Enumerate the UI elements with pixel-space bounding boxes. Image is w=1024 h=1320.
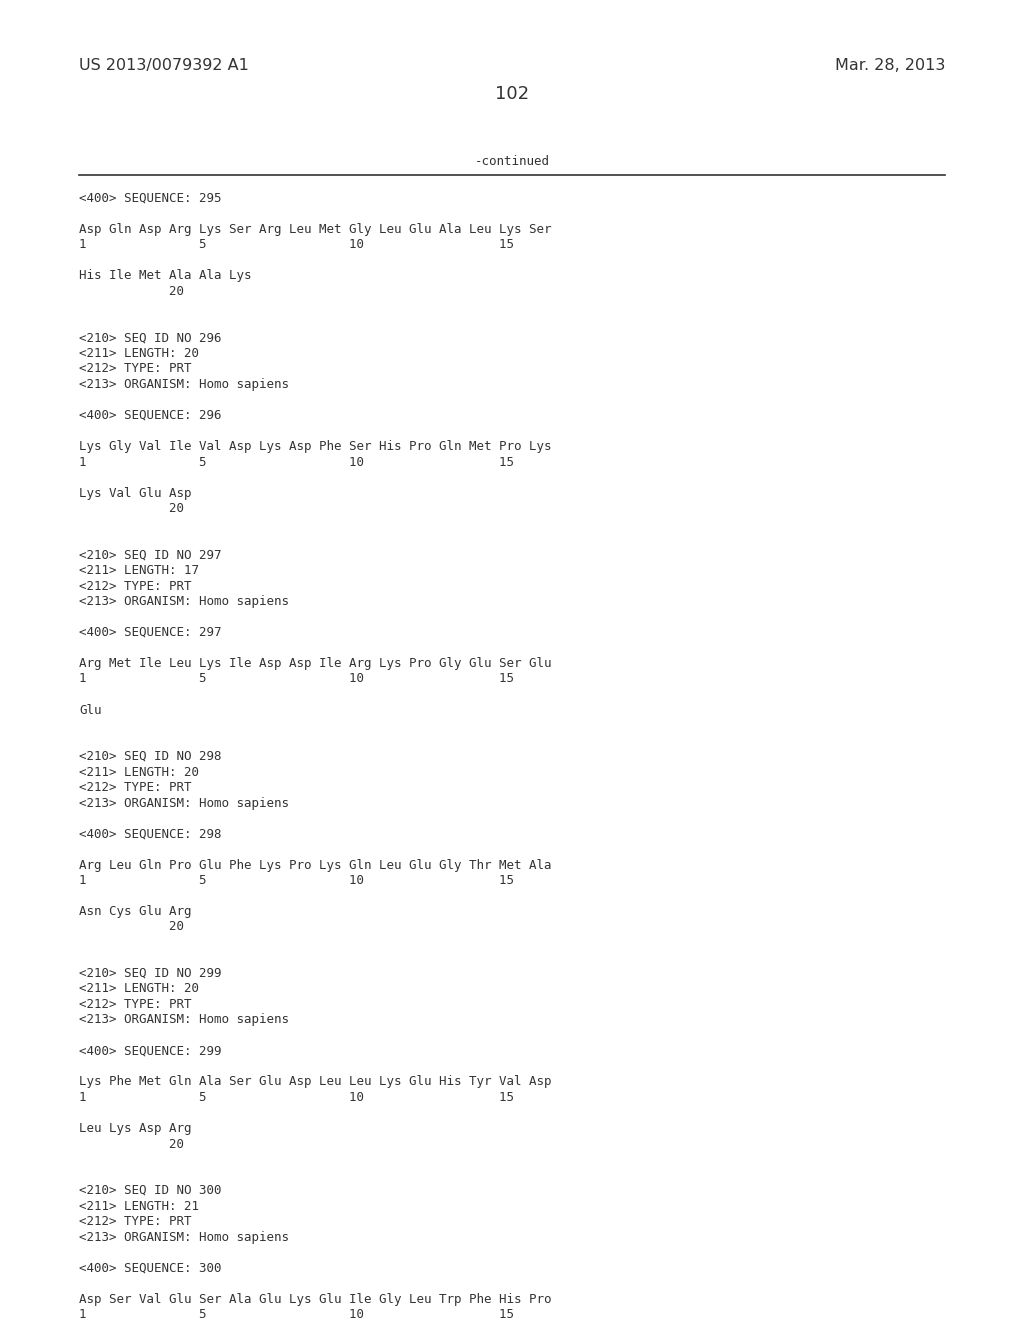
Text: 20: 20 [79,1138,184,1151]
Text: <212> TYPE: PRT: <212> TYPE: PRT [79,579,191,593]
Text: Lys Val Glu Asp: Lys Val Glu Asp [79,487,191,499]
Text: Lys Gly Val Ile Val Asp Lys Asp Phe Ser His Pro Gln Met Pro Lys: Lys Gly Val Ile Val Asp Lys Asp Phe Ser … [79,440,552,453]
Text: 1               5                   10                  15: 1 5 10 15 [79,239,514,252]
Text: Glu: Glu [79,704,101,717]
Text: <213> ORGANISM: Homo sapiens: <213> ORGANISM: Homo sapiens [79,595,289,609]
Text: 20: 20 [79,502,184,515]
Text: <212> TYPE: PRT: <212> TYPE: PRT [79,781,191,795]
Text: 20: 20 [79,920,184,933]
Text: Leu Lys Asp Arg: Leu Lys Asp Arg [79,1122,191,1135]
Text: Asp Gln Asp Arg Lys Ser Arg Leu Met Gly Leu Glu Ala Leu Lys Ser: Asp Gln Asp Arg Lys Ser Arg Leu Met Gly … [79,223,552,236]
Text: Asp Ser Val Glu Ser Ala Glu Lys Glu Ile Gly Leu Trp Phe His Pro: Asp Ser Val Glu Ser Ala Glu Lys Glu Ile … [79,1292,552,1305]
Text: <400> SEQUENCE: 296: <400> SEQUENCE: 296 [79,409,221,422]
Text: 1               5                   10                  15: 1 5 10 15 [79,672,514,685]
Text: <210> SEQ ID NO 296: <210> SEQ ID NO 296 [79,331,221,345]
Text: <213> ORGANISM: Homo sapiens: <213> ORGANISM: Homo sapiens [79,1230,289,1243]
Text: Lys Phe Met Gln Ala Ser Glu Asp Leu Leu Lys Glu His Tyr Val Asp: Lys Phe Met Gln Ala Ser Glu Asp Leu Leu … [79,1076,552,1089]
Text: <400> SEQUENCE: 300: <400> SEQUENCE: 300 [79,1262,221,1275]
Text: <212> TYPE: PRT: <212> TYPE: PRT [79,1214,191,1228]
Text: <400> SEQUENCE: 295: <400> SEQUENCE: 295 [79,191,221,205]
Text: <400> SEQUENCE: 297: <400> SEQUENCE: 297 [79,626,221,639]
Text: 20: 20 [79,285,184,298]
Text: <211> LENGTH: 20: <211> LENGTH: 20 [79,347,199,360]
Text: <211> LENGTH: 20: <211> LENGTH: 20 [79,766,199,779]
Text: Arg Leu Gln Pro Glu Phe Lys Pro Lys Gln Leu Glu Gly Thr Met Ala: Arg Leu Gln Pro Glu Phe Lys Pro Lys Gln … [79,858,552,871]
Text: 1               5                   10                  15: 1 5 10 15 [79,874,514,887]
Text: <213> ORGANISM: Homo sapiens: <213> ORGANISM: Homo sapiens [79,796,289,809]
Text: His Ile Met Ala Ala Lys: His Ile Met Ala Ala Lys [79,269,252,282]
Text: <213> ORGANISM: Homo sapiens: <213> ORGANISM: Homo sapiens [79,1014,289,1027]
Text: Mar. 28, 2013: Mar. 28, 2013 [835,58,945,73]
Text: <400> SEQUENCE: 298: <400> SEQUENCE: 298 [79,828,221,841]
Text: <212> TYPE: PRT: <212> TYPE: PRT [79,363,191,375]
Text: <210> SEQ ID NO 298: <210> SEQ ID NO 298 [79,750,221,763]
Text: Arg Met Ile Leu Lys Ile Asp Asp Ile Arg Lys Pro Gly Glu Ser Glu: Arg Met Ile Leu Lys Ile Asp Asp Ile Arg … [79,657,552,671]
Text: -continued: -continued [474,154,550,168]
Text: <211> LENGTH: 17: <211> LENGTH: 17 [79,564,199,577]
Text: 102: 102 [495,84,529,103]
Text: <210> SEQ ID NO 299: <210> SEQ ID NO 299 [79,968,221,979]
Text: 1               5                   10                  15: 1 5 10 15 [79,455,514,469]
Text: <210> SEQ ID NO 300: <210> SEQ ID NO 300 [79,1184,221,1197]
Text: <400> SEQUENCE: 299: <400> SEQUENCE: 299 [79,1044,221,1057]
Text: <210> SEQ ID NO 297: <210> SEQ ID NO 297 [79,549,221,561]
Text: 1               5                   10                  15: 1 5 10 15 [79,1092,514,1104]
Text: US 2013/0079392 A1: US 2013/0079392 A1 [79,58,249,73]
Text: <212> TYPE: PRT: <212> TYPE: PRT [79,998,191,1011]
Text: <213> ORGANISM: Homo sapiens: <213> ORGANISM: Homo sapiens [79,378,289,391]
Text: <211> LENGTH: 20: <211> LENGTH: 20 [79,982,199,995]
Text: Asn Cys Glu Arg: Asn Cys Glu Arg [79,906,191,917]
Text: <211> LENGTH: 21: <211> LENGTH: 21 [79,1200,199,1213]
Text: 1               5                   10                  15: 1 5 10 15 [79,1308,514,1320]
